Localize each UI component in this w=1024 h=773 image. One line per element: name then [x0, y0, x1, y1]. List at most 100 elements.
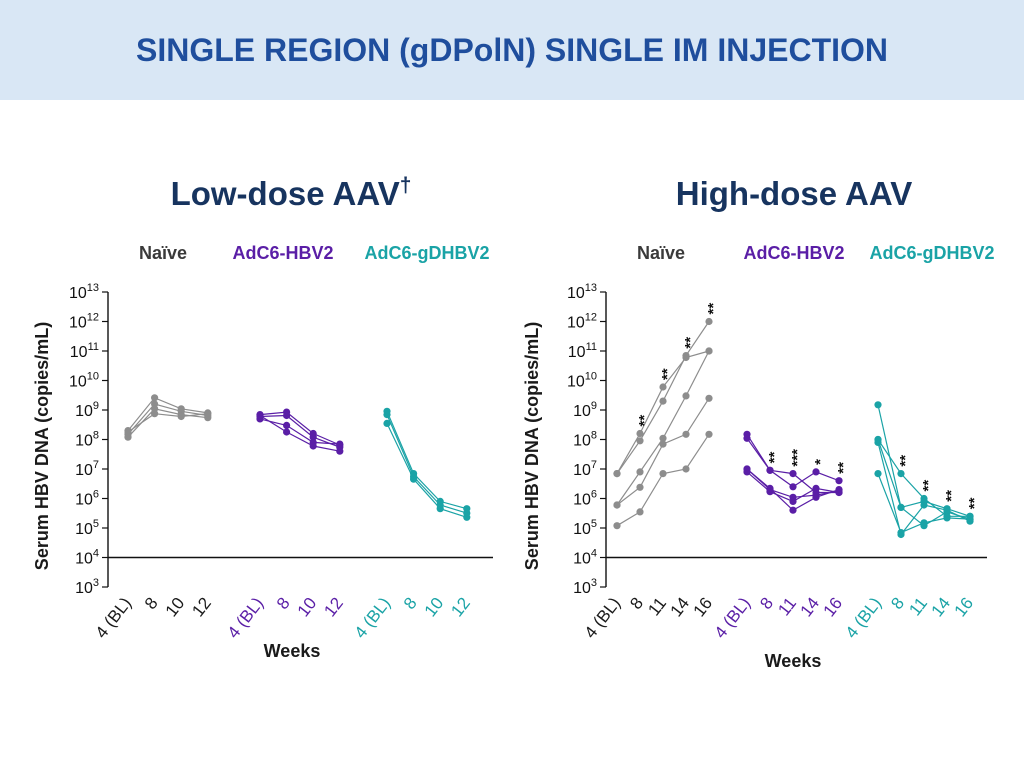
y-tick-exponent: 9 [93, 400, 99, 412]
chart-title: Low-dose AAV† [171, 174, 412, 212]
group-label-adc6-hbv2: AdC6-HBV2 [232, 243, 333, 263]
y-tick-exponent: 5 [591, 518, 597, 530]
y-tick-label: 104 [573, 548, 597, 568]
series-line [259, 414, 340, 452]
y-axis-label: Serum HBV DNA (copies/mL) [32, 322, 52, 570]
y-tick-base: 10 [75, 521, 93, 538]
x-tick-label: 11 [644, 594, 670, 620]
significance-marker: ** [897, 455, 914, 467]
y-tick-exponent: 3 [591, 577, 597, 589]
y-tick-label: 1010 [567, 371, 597, 391]
x-tick-label: 10 [421, 594, 448, 621]
series-line [259, 418, 340, 445]
y-tick-base: 10 [69, 315, 87, 332]
x-tick-label: 8 [626, 594, 647, 613]
data-point [812, 468, 820, 476]
data-point [256, 411, 264, 420]
y-tick-label: 106 [573, 489, 597, 509]
group-label-adc6-hbv2: AdC6-HBV2 [743, 243, 844, 263]
x-tick-label: 12 [320, 594, 347, 621]
y-tick-base: 10 [573, 462, 591, 479]
x-tick-label: 12 [188, 594, 215, 621]
y-tick-exponent: 6 [93, 489, 99, 501]
data-point [812, 491, 820, 499]
y-tick-base: 10 [567, 374, 585, 391]
significance-marker: ** [920, 480, 937, 492]
data-point [943, 514, 951, 522]
data-point [897, 470, 905, 478]
significance-marker: ** [835, 462, 852, 474]
data-point [789, 470, 797, 478]
series-line [616, 397, 710, 506]
y-tick-base: 10 [573, 433, 591, 450]
y-tick-label: 103 [75, 577, 99, 597]
y-tick-exponent: 10 [87, 371, 99, 383]
data-point [659, 440, 667, 448]
x-tick-label: 16 [820, 594, 847, 621]
series-line [386, 411, 467, 510]
x-tick-label: 11 [905, 594, 931, 620]
group-adc6-gdhbv2: 4 (BL) 8 10 12 [351, 407, 474, 642]
data-point [309, 442, 317, 450]
y-tick-label: 108 [573, 430, 597, 450]
y-tick-exponent: 12 [585, 312, 597, 324]
y-axis-label: Serum HBV DNA (copies/mL) [522, 322, 542, 570]
data-point [151, 394, 159, 402]
x-tick-label: 4 (BL) [581, 594, 624, 642]
data-point [151, 410, 159, 418]
data-point [659, 383, 667, 391]
data-point [463, 513, 471, 521]
series-line [259, 411, 341, 446]
data-point [682, 430, 690, 438]
data-point [920, 497, 928, 505]
data-point [897, 503, 905, 511]
data-point [309, 433, 317, 441]
y-tick-base: 10 [573, 551, 591, 568]
data-point [177, 412, 185, 421]
data-point [874, 470, 882, 478]
significance-marker: * [812, 459, 829, 465]
y-tick-label: 1012 [567, 312, 597, 332]
y-tick-base: 10 [75, 580, 93, 597]
data-point [283, 421, 291, 429]
x-axis-label: Weeks [264, 641, 321, 661]
data-point [613, 501, 621, 509]
y-tick-base: 10 [75, 462, 93, 479]
data-point [659, 397, 667, 405]
significance-marker: ** [682, 337, 699, 349]
y-tick-exponent: 8 [93, 430, 99, 442]
y-tick-exponent: 4 [93, 548, 99, 560]
series-line [386, 423, 467, 518]
x-tick-label: 8 [273, 594, 294, 613]
y-tick-label: 1011 [568, 341, 597, 361]
series-line [127, 397, 208, 431]
y-tick-label: 1010 [69, 371, 99, 391]
x-tick-label: 4 (BL) [351, 594, 394, 642]
data-point [812, 484, 820, 492]
y-tick-exponent: 3 [93, 577, 99, 589]
significance-marker: ** [636, 415, 653, 427]
data-point [383, 411, 391, 419]
y-tick-label: 105 [75, 518, 99, 538]
y-tick-exponent: 13 [585, 282, 597, 294]
data-point [743, 465, 751, 473]
data-point [943, 505, 951, 513]
x-tick-label: 4 (BL) [711, 594, 754, 642]
chart-title-text: High-dose AAV [676, 175, 913, 212]
y-tick-label: 104 [75, 548, 99, 568]
data-point [336, 440, 344, 448]
y-tick-exponent: 6 [591, 489, 597, 501]
group-adc6-hbv2: 4 (BL) 8 10 12 [224, 408, 347, 642]
y-tick-exponent: 4 [591, 548, 597, 560]
data-point [204, 410, 212, 418]
y-tick-exponent: 11 [88, 341, 99, 353]
y-tick-base: 10 [75, 551, 93, 568]
y-tick-exponent: 10 [585, 371, 597, 383]
data-point [682, 392, 690, 400]
x-tick-label: 10 [162, 594, 189, 621]
significance-marker: ** [966, 497, 983, 509]
y-tick-label: 103 [573, 577, 597, 597]
